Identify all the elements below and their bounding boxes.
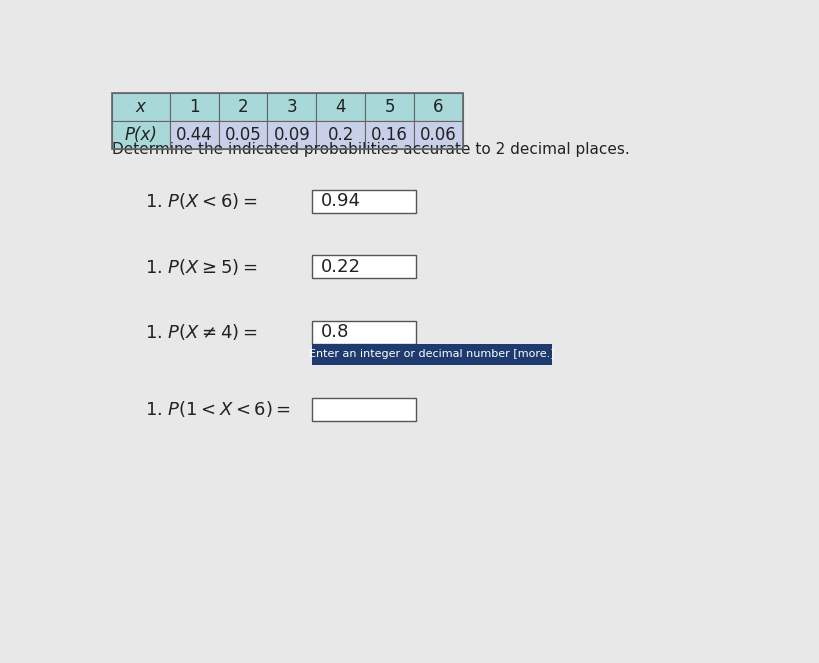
FancyBboxPatch shape [365, 93, 414, 121]
Text: P(x): P(x) [124, 126, 157, 144]
FancyBboxPatch shape [219, 121, 268, 149]
Text: 0.05: 0.05 [224, 126, 261, 144]
Text: 4: 4 [336, 98, 346, 116]
Text: 5: 5 [384, 98, 395, 116]
Text: 0.16: 0.16 [371, 126, 408, 144]
Text: 1. $P(X \neq 4) = $: 1. $P(X \neq 4) = $ [145, 322, 257, 342]
Text: 0.22: 0.22 [321, 258, 361, 276]
FancyBboxPatch shape [111, 121, 170, 149]
Text: 2: 2 [238, 98, 248, 116]
FancyBboxPatch shape [111, 93, 170, 121]
FancyBboxPatch shape [311, 343, 552, 365]
FancyBboxPatch shape [268, 93, 316, 121]
Text: 0.94: 0.94 [321, 192, 361, 210]
FancyBboxPatch shape [311, 398, 416, 420]
FancyBboxPatch shape [414, 93, 463, 121]
Text: 6: 6 [433, 98, 444, 116]
FancyBboxPatch shape [414, 121, 463, 149]
FancyBboxPatch shape [316, 93, 365, 121]
Text: 1. $P(X < 6) = $: 1. $P(X < 6) = $ [145, 191, 257, 211]
Text: 1. $P(X \geq 5) = $: 1. $P(X \geq 5) = $ [145, 257, 257, 276]
Text: 0.44: 0.44 [176, 126, 213, 144]
Text: 1: 1 [189, 98, 200, 116]
FancyBboxPatch shape [170, 121, 219, 149]
FancyBboxPatch shape [268, 121, 316, 149]
Text: 0.06: 0.06 [420, 126, 457, 144]
Text: x: x [136, 98, 146, 116]
FancyBboxPatch shape [170, 93, 219, 121]
Text: 3: 3 [287, 98, 297, 116]
Text: 0.8: 0.8 [321, 323, 349, 341]
Text: 0.09: 0.09 [274, 126, 310, 144]
FancyBboxPatch shape [316, 121, 365, 149]
Text: 0.2: 0.2 [328, 126, 354, 144]
Text: Enter an integer or decimal number [more.]: Enter an integer or decimal number [more… [309, 349, 554, 359]
Text: 1. $P(1 < X < 6) = $: 1. $P(1 < X < 6) = $ [145, 399, 291, 419]
FancyBboxPatch shape [311, 190, 416, 213]
FancyBboxPatch shape [219, 93, 268, 121]
FancyBboxPatch shape [365, 121, 414, 149]
FancyBboxPatch shape [311, 321, 416, 343]
Text: Determine the indicated probabilities accurate to 2 decimal places.: Determine the indicated probabilities ac… [111, 142, 630, 157]
FancyBboxPatch shape [311, 255, 416, 278]
